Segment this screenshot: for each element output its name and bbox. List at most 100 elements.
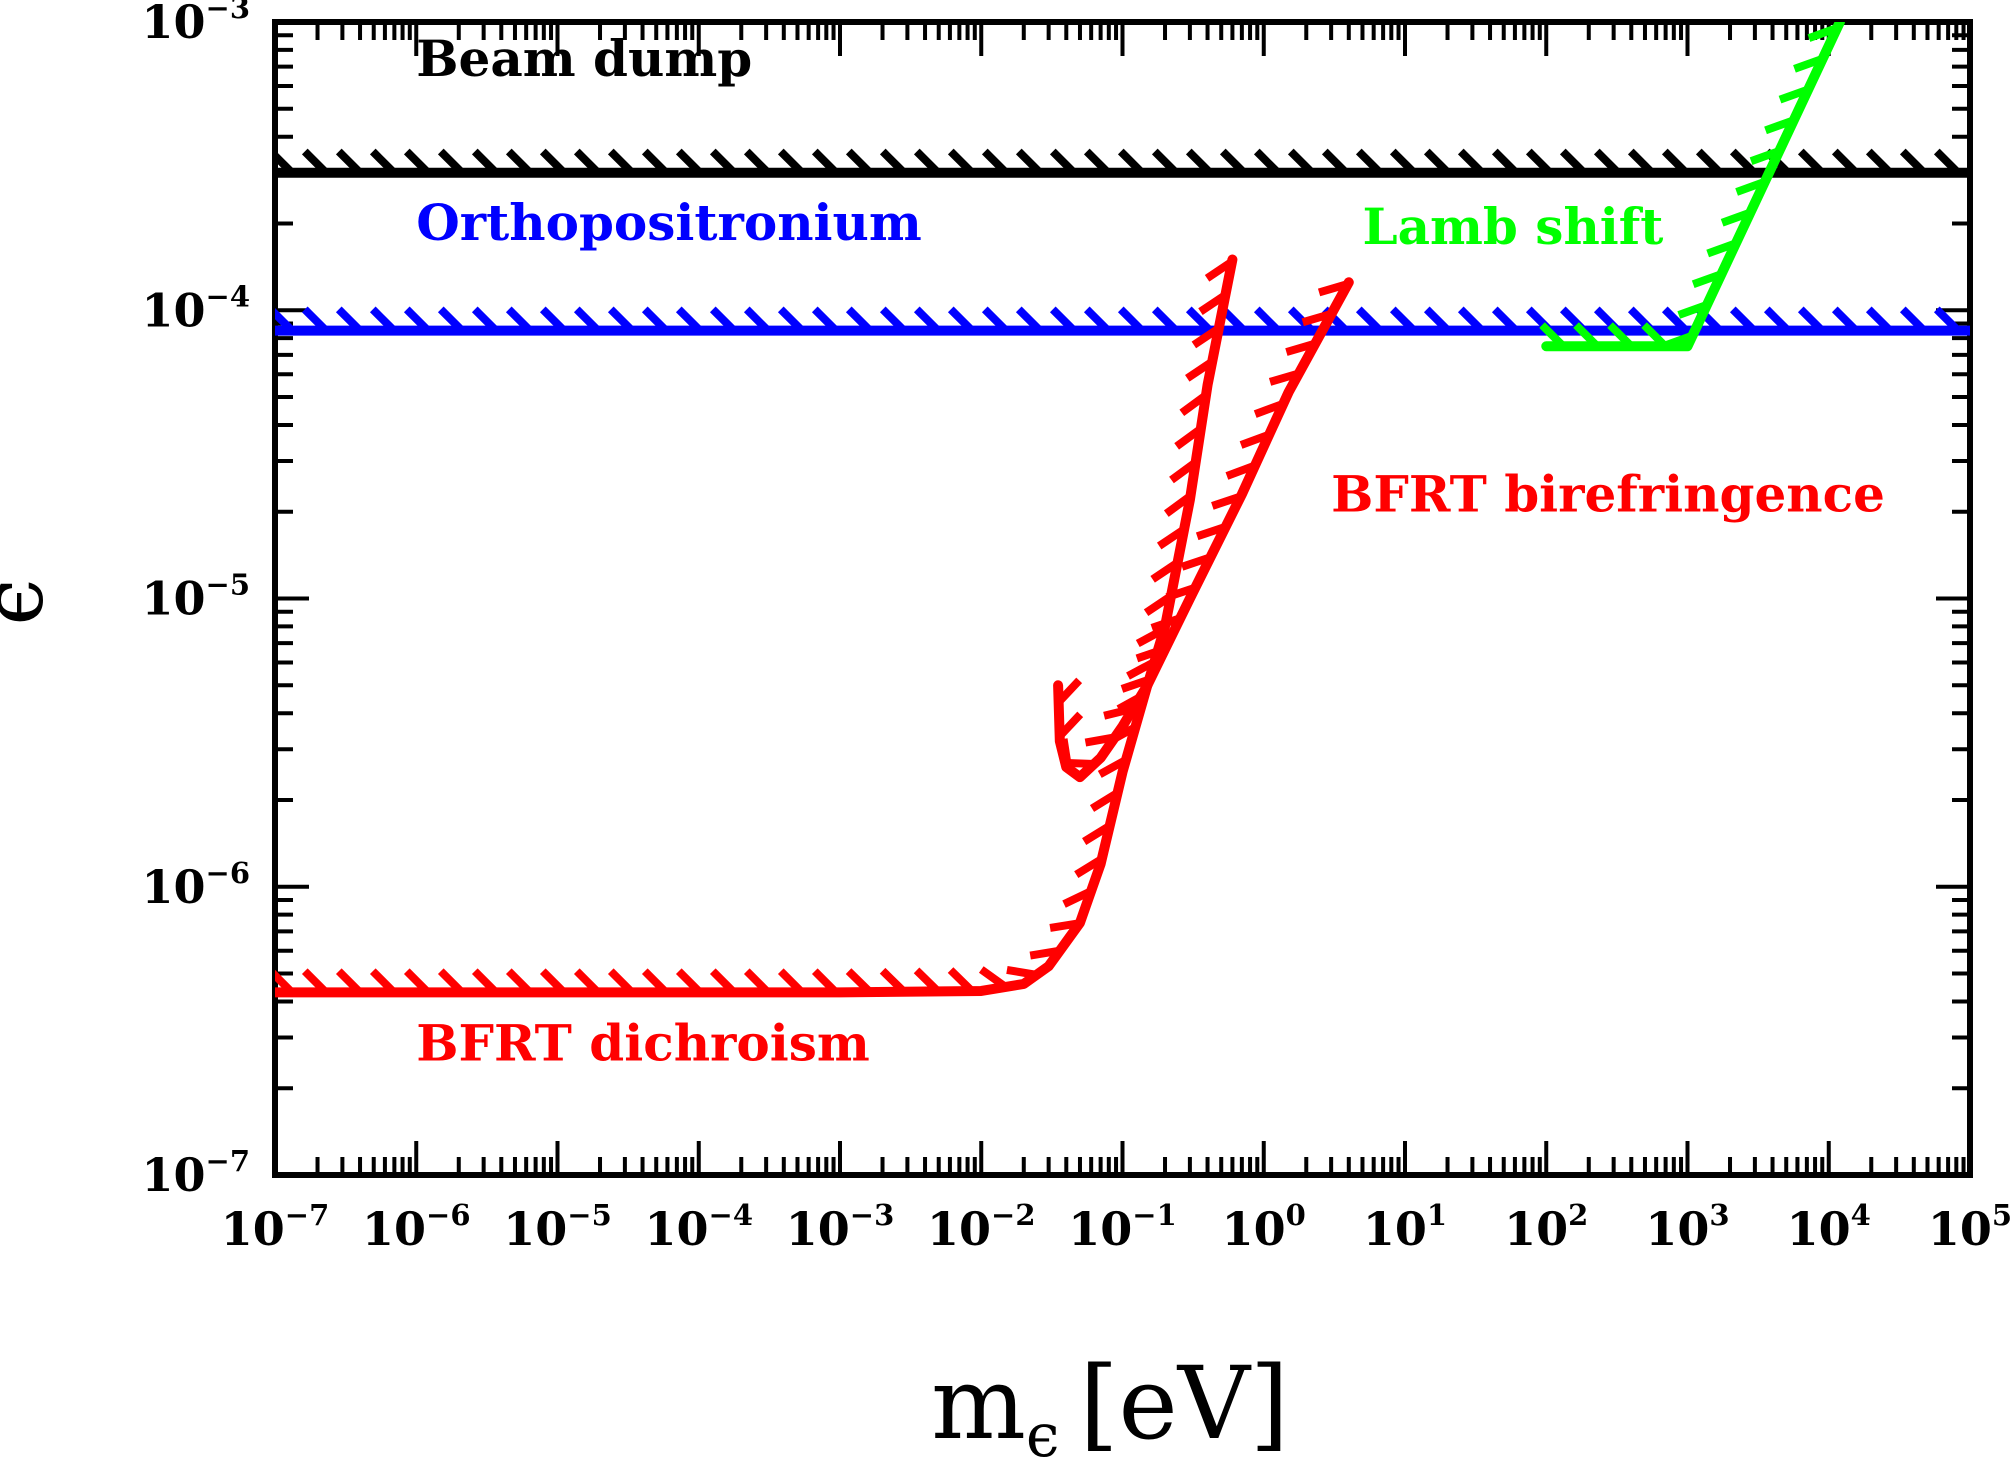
hatch-mark	[1055, 677, 1083, 706]
hatch-mark	[1169, 459, 1199, 484]
hatch-mark	[978, 966, 1008, 991]
hatch-mark	[1006, 965, 1038, 979]
hatch-mark	[1204, 258, 1235, 282]
hatch-mark	[471, 148, 499, 176]
hatch-mark	[1239, 430, 1271, 449]
hatch-mark	[641, 306, 669, 334]
label-bfrt-birefringence: BFRT birefringence	[1331, 465, 1885, 524]
series-line	[275, 254, 1238, 998]
hatch-mark	[1180, 553, 1212, 571]
hatch-mark	[1691, 270, 1723, 289]
series-line	[1053, 277, 1354, 783]
hatch-mark	[981, 148, 1009, 176]
hatch-mark	[845, 968, 873, 995]
series-layer	[275, 22, 1970, 998]
hatch-mark	[1185, 358, 1215, 382]
x-tick-label: 10−4	[645, 1198, 754, 1256]
x-tick-label-exponent: 4	[1851, 1198, 1871, 1232]
hatch-mark	[1103, 704, 1135, 720]
hatch-mark	[1729, 148, 1757, 176]
x-tick-label-exponent: −1	[1132, 1198, 1176, 1232]
hatch-mark	[471, 306, 499, 334]
hatch-mark	[1763, 306, 1791, 334]
hatch-mark	[1525, 148, 1553, 176]
hatch-mark	[1764, 116, 1796, 135]
hatch-mark	[947, 306, 975, 334]
hatch-mark	[1126, 658, 1157, 680]
hatch-mark	[1706, 239, 1738, 258]
y-tick-label-base: 10	[142, 283, 206, 337]
x-axis-title-sub: ϵ	[1026, 1401, 1060, 1467]
hatch-mark	[1793, 54, 1825, 73]
hatch-mark	[1165, 583, 1197, 601]
hatch-mark	[437, 148, 465, 176]
hatch-mark	[505, 968, 533, 996]
hatch-mark	[335, 306, 363, 334]
hatch-mark	[947, 148, 975, 176]
hatch-mark	[301, 148, 329, 176]
y-tick-label-base: 10	[142, 1148, 206, 1202]
y-tick-label-exponent: −7	[206, 1144, 250, 1178]
hatch-mark	[1661, 148, 1689, 176]
hatch-mark	[1457, 148, 1485, 176]
label-beam-dump: Beam dump	[416, 29, 752, 88]
x-tick-label-base: 10	[1222, 1202, 1286, 1256]
hatch-mark	[1062, 887, 1093, 908]
x-tick-label-base: 10	[1363, 1202, 1427, 1256]
hatch-mark	[1491, 148, 1519, 176]
hatch-mark	[675, 968, 703, 996]
hatch-mark	[1089, 789, 1120, 812]
hatch-mark	[1831, 306, 1859, 334]
hatch-mark	[1253, 399, 1285, 418]
x-tick-label: 101	[1363, 1198, 1447, 1256]
hatch-mark	[1807, 24, 1839, 42]
hatch-mark	[811, 306, 839, 334]
hatch-mark	[1287, 148, 1315, 176]
hatch-mark	[1573, 322, 1601, 350]
hatch-mark	[1163, 492, 1193, 517]
x-axis-title: mϵ [eV]	[931, 1345, 1289, 1467]
hatch-mark	[1084, 733, 1116, 747]
x-tick-label: 10−6	[362, 1198, 471, 1256]
label-lamb-shift: Lamb shift	[1362, 197, 1663, 256]
series-bfrt-dichroism	[275, 254, 1238, 998]
x-tick-label: 10−7	[221, 1198, 330, 1256]
hatch-mark	[1389, 148, 1417, 176]
hatch-mark	[1097, 756, 1128, 778]
y-tick-label-base: 10	[142, 572, 206, 626]
hatch-mark	[505, 148, 533, 176]
hatch-mark	[743, 148, 771, 176]
hatch-mark	[1117, 306, 1145, 334]
hatch-mark	[1082, 822, 1112, 845]
hatch-mark	[335, 148, 363, 176]
hatch-mark	[1049, 306, 1077, 334]
x-tick-label-base: 10	[645, 1202, 709, 1256]
x-tick-label-base: 10	[786, 1202, 850, 1256]
x-tick-label: 10−3	[786, 1198, 895, 1256]
hatch-mark	[607, 148, 635, 176]
hatch-mark	[1661, 306, 1689, 334]
hatch-mark	[1899, 148, 1927, 176]
hatch-mark	[1720, 208, 1752, 227]
label-bfrt-dichroism: BFRT dichroism	[416, 1013, 870, 1072]
x-tick-label-exponent: −2	[991, 1198, 1035, 1232]
hatch-mark	[1083, 148, 1111, 176]
hatch-mark	[1677, 301, 1709, 319]
hatch-mark	[1797, 148, 1825, 176]
hatch-mark	[275, 307, 295, 334]
hatch-mark	[879, 967, 907, 995]
x-tick-label: 105	[1928, 1198, 2012, 1256]
hatch-mark	[1143, 592, 1174, 617]
hatch-mark	[1865, 306, 1893, 334]
hatch-mark	[573, 306, 601, 334]
hatch-mark	[1015, 148, 1043, 176]
annotation-layer: Beam dump Orthopositronium Lamb shift BFRT …	[416, 29, 1885, 1072]
hatch-mark	[913, 967, 941, 995]
hatch-mark	[1285, 339, 1317, 356]
hatch-mark	[913, 306, 941, 334]
hatch-mark	[335, 968, 363, 996]
x-tick-label-exponent: 2	[1568, 1198, 1588, 1232]
hatch-mark	[845, 148, 873, 176]
hatch-mark	[1185, 148, 1213, 176]
series-orthopositronium	[275, 306, 1970, 336]
